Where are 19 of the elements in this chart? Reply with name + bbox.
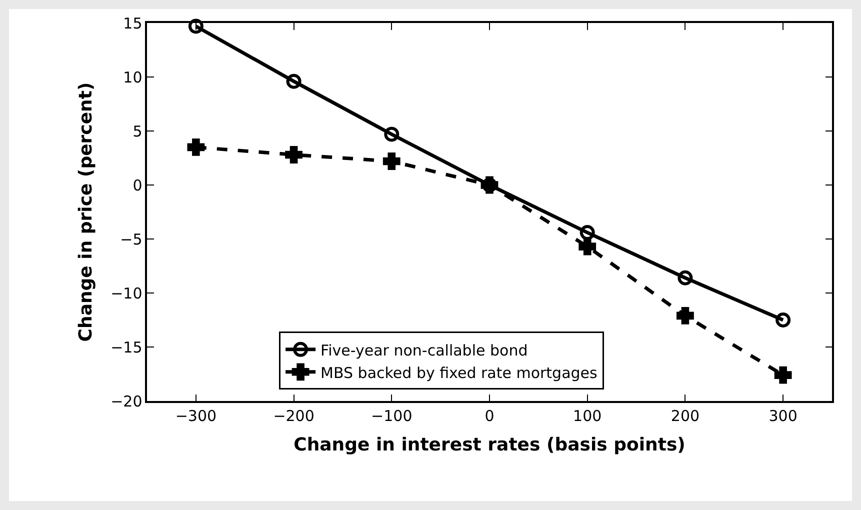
x-tick-label: −300 <box>175 406 217 425</box>
y-tick-label: −20 <box>110 392 142 410</box>
y-tick-label: −5 <box>120 230 142 248</box>
x-axis-title: Change in interest rates (basis points) <box>294 434 686 456</box>
x-tick-label: 200 <box>670 406 700 425</box>
x-tick-label: 300 <box>768 406 798 425</box>
x-tick-label: −100 <box>371 406 412 425</box>
y-tick-label: −10 <box>110 284 142 302</box>
y-axis-title: Change in price (percent) <box>75 82 96 342</box>
x-tick-label: −200 <box>273 406 314 425</box>
y-tick-label: 5 <box>132 122 142 140</box>
legend-label: MBS backed by fixed rate mortgages <box>320 364 598 382</box>
legend-label: Five-year non-callable bond <box>320 341 528 360</box>
x-tick-label: 0 <box>484 406 494 425</box>
y-tick-label: 10 <box>123 68 142 86</box>
y-tick-label: 0 <box>132 176 142 194</box>
y-tick-label: 15 <box>123 14 142 32</box>
y-tick-label: −15 <box>110 338 142 356</box>
x-tick-label: 100 <box>573 406 602 425</box>
